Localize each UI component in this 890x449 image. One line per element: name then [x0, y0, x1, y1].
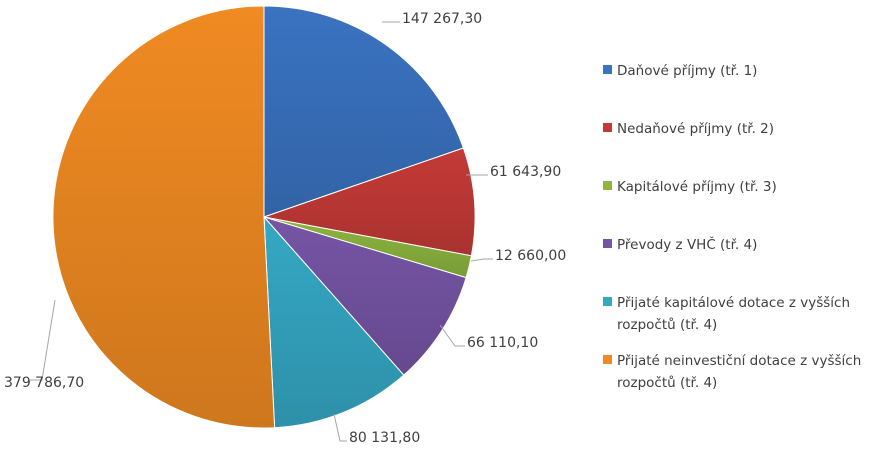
legend-label: Kapitálové příjmy (tř. 3): [617, 179, 777, 195]
legend-swatch: [603, 65, 612, 74]
data-label: 66 110,10: [467, 335, 538, 351]
leader-line: [333, 413, 347, 442]
pie-slice-2: [262, 147, 476, 257]
pie-slice-5: [263, 215, 405, 429]
legend-swatch: [603, 239, 612, 248]
data-label: 147 267,30: [402, 11, 482, 27]
legend-label: Převody z VHČ (tř. 4): [617, 235, 757, 253]
legend-swatch: [603, 123, 612, 132]
data-label: 12 660,00: [495, 248, 566, 264]
pie-slice-6: [52, 5, 276, 429]
pie-slice-1: [263, 5, 465, 218]
leader-line: [439, 324, 465, 347]
legend-swatch: [603, 181, 612, 190]
data-labels: 147 267,30 61 643,90 12 660,00 66 110,10 80 …: [4, 11, 566, 446]
legend-label: Přijaté neinvestiční dotace z vyšších: [617, 353, 861, 369]
leader-line: [30, 299, 56, 381]
legend-label: rozpočtů (tř. 4): [617, 375, 717, 391]
legend-label: rozpočtů (tř. 4): [617, 317, 717, 333]
data-label: 80 131,80: [349, 430, 420, 446]
legend-label: Přijaté kapitálové dotace z vyšších: [617, 295, 850, 311]
pie-slices: [52, 5, 476, 429]
leader-line: [470, 258, 493, 262]
data-label: 61 643,90: [490, 164, 561, 180]
data-label: 379 786,70: [4, 375, 84, 391]
leader-lines: [30, 21, 493, 442]
legend-swatch: [603, 355, 612, 364]
legend-swatch: [603, 297, 612, 306]
legend-label: Daňové příjmy (tř. 1): [617, 63, 757, 79]
pie-slice-4: [262, 216, 467, 376]
legend: Daňové příjmy (tř. 1) Nedaňové příjmy (tř…: [603, 63, 861, 391]
legend-label: Nedaňové příjmy (tř. 2): [617, 121, 774, 137]
